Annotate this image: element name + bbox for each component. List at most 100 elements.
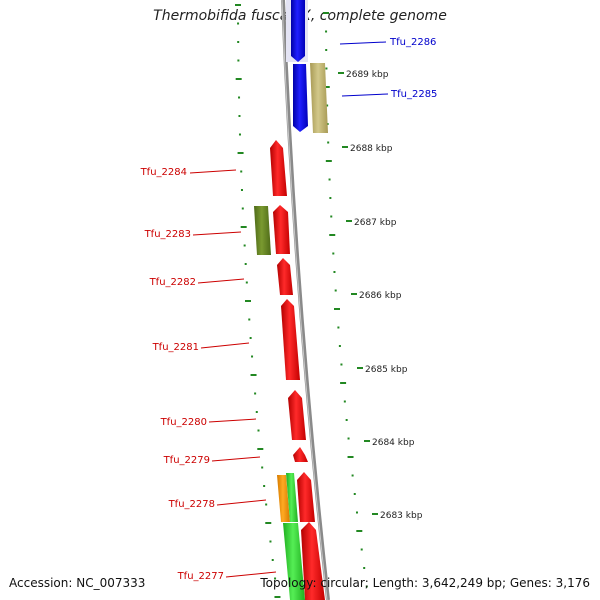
gene-label: Tfu_2282 [149,277,196,288]
track-dot [249,337,252,339]
gene-tfu2284-arrow[interactable] [270,140,287,196]
track-dot [237,22,240,25]
track-dot [325,30,328,33]
accession-text: Accession: NC_007333 [9,576,146,590]
leader-line [341,93,389,97]
track-dot [243,244,246,247]
track-dot [334,308,340,310]
track-dot [251,355,254,358]
gene-tfu2278-arrow[interactable] [297,472,315,522]
gene-tfu2285-arrow[interactable] [293,64,308,132]
ruler-labels: 2689 kbp 2688 kbp 2687 kbp 2686 kbp 2685 kbp… [338,70,423,521]
track-dot [325,49,328,51]
outer-dotted-track [323,12,368,588]
track-dot [323,12,330,14]
genome-stats-text: Topology: circular; Length: 3,642,249 bp… [260,576,590,590]
ruler-tick [372,513,378,515]
gene-tfu2286-arrow[interactable] [291,0,305,62]
ruler-tick [364,440,370,442]
leader-line [225,571,277,578]
track-dot [271,559,274,561]
track-dot [265,522,272,524]
track-dot [363,567,366,569]
track-dot [248,318,251,321]
track-dot [351,474,354,477]
track-dot [353,493,356,495]
leader-line [216,499,267,506]
track-dot [235,4,242,6]
gene-tfu2282-arrow[interactable] [277,258,293,295]
ruler-tick [346,220,352,222]
gene-label: Tfu_2280 [160,417,207,428]
ruler-label: 2683 kbp [380,511,423,521]
track-dot [332,252,335,255]
ruler-label: 2687 kbp [354,218,397,228]
track-dot [237,59,240,62]
track-dot [274,577,277,580]
track-dot [238,96,241,99]
track-dot [340,382,347,384]
leader-line [197,278,245,284]
track-dot [265,503,268,506]
track-dot [360,548,363,551]
track-dot [343,400,346,403]
gene-features [254,0,328,600]
track-dot [274,596,281,598]
track-dot [329,234,336,236]
gene-tfu2283-olive[interactable] [254,206,271,255]
gene-tfu2278-orange[interactable] [277,475,290,522]
gene-label: Tfu_2283 [144,229,191,240]
gene-label: Tfu_2278 [168,499,215,510]
track-dot [261,466,264,469]
track-dot [250,374,257,376]
gene-labels: Tfu_2286 Tfu_2285 Tfu_2284 Tfu_2283 Tfu_2282… [140,37,438,582]
gene-tfu2281-arrow[interactable] [281,299,300,380]
track-dot [345,419,348,421]
gene-tfu2285-rna[interactable] [310,63,328,133]
ruler-label: 2689 kbp [346,70,389,80]
track-dot [330,215,333,218]
genome-backbone [281,0,330,600]
track-dot [338,345,341,347]
gene-tfu2280-arrow[interactable] [288,390,306,440]
gene-tfu2277-arrow[interactable] [301,522,325,600]
leader-line [200,342,250,349]
track-dot [326,123,329,125]
gene-label: Tfu_2286 [389,37,436,48]
leader-line [192,231,242,236]
track-dot [240,189,243,191]
track-dot [254,392,257,395]
track-dot [329,197,332,199]
track-dot [323,86,330,88]
gene-tfu2277-green[interactable] [283,523,305,600]
gene-label: Tfu_2284 [140,167,187,178]
track-dot [245,300,251,302]
track-dot [241,207,244,210]
gene-tfu2283-arrow[interactable] [273,205,290,254]
track-dot [347,437,350,440]
gene-tfu2278-green[interactable] [286,473,298,522]
track-dot [237,41,240,43]
backbone-highlight [281,0,328,600]
track-dot [337,326,340,329]
gene-tfu2279-arrow[interactable] [293,447,308,462]
track-dot [257,448,264,450]
track-dot [269,540,272,543]
gene-label: Tfu_2277 [177,571,224,582]
track-dot [325,67,328,70]
gene-label: Tfu_2279 [163,455,210,466]
track-dot [257,429,260,432]
track-dot [328,178,331,181]
leader-line [211,456,261,462]
ruler-tick [338,72,344,74]
ruler-label: 2684 kbp [372,438,415,448]
gene-label: Tfu_2285 [390,89,437,100]
ruler-tick [342,146,348,148]
track-dot [240,226,247,228]
track-dot [334,289,337,292]
gene-label: Tfu_2281 [152,342,199,353]
ruler-tick [357,367,363,369]
track-dot [237,152,244,154]
leader-line [339,41,387,45]
